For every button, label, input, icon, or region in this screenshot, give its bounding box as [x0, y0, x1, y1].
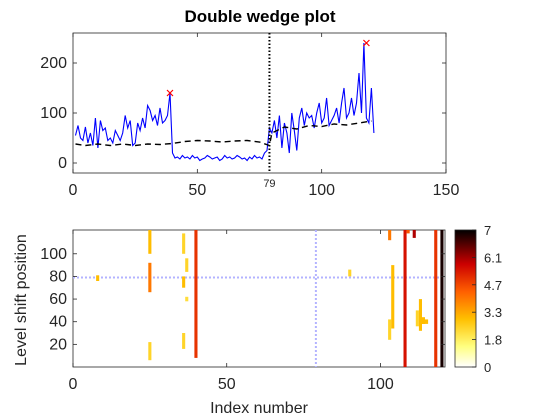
- colorbar-tick-label: 4.7: [484, 278, 502, 293]
- heatmap-cell: [182, 333, 186, 349]
- peak-marker-1: [363, 39, 370, 47]
- bottom-ytick-label: 20: [49, 336, 67, 353]
- top-ytick-label: 100: [40, 105, 67, 122]
- heatmap-cell: [440, 230, 444, 367]
- colorbar: 7 6.1 4.7 3.3 1.8 0: [454, 223, 502, 375]
- top-plot-area: [72, 32, 447, 174]
- heatmap-cell: [148, 230, 152, 254]
- heatmap-cell: [148, 262, 152, 293]
- top-ytick-label: 0: [58, 155, 67, 172]
- heatmap-cell: [388, 319, 392, 340]
- top-line-plot: Double wedge plot 0 50 100 150 0 100 200 79: [40, 7, 459, 199]
- heatmap-cell: [434, 230, 438, 367]
- colorbar-tick-label: 1.8: [484, 333, 502, 348]
- bottom-ytick-label: 80: [49, 268, 67, 285]
- colorbar-tick-label: 0: [484, 360, 491, 375]
- bottom-heatmap: 0 50 100 20 40 60 80 100 Index number Level shi…: [13, 229, 446, 417]
- heatmap-cell: [185, 296, 189, 302]
- heatmap-cell: [182, 233, 186, 254]
- top-xtick-label: 100: [308, 182, 335, 199]
- heatmap-cell: [391, 265, 395, 329]
- x-axis-label: Index number: [210, 400, 309, 417]
- heatmap-cell: [348, 269, 352, 277]
- heatmap-cell: [148, 342, 152, 361]
- top-axes: 0 50 100 150 0 100 200 79: [40, 33, 459, 199]
- top-chart-title: Double wedge plot: [184, 7, 335, 26]
- colorbar-gradient: [454, 229, 477, 368]
- heatmap-cell: [425, 319, 429, 324]
- colorbar-ticks: 7 6.1 4.7 3.3 1.8 0: [472, 223, 502, 375]
- bottom-ytick-label: 40: [49, 314, 67, 331]
- y-axis-label: Level shift position: [13, 234, 30, 366]
- heatmap-cell: [421, 317, 425, 324]
- series-line-0: [74, 42, 375, 162]
- heatmap-cell: [418, 299, 422, 331]
- heatmap-cell: [182, 276, 186, 288]
- heatmap-cell: [194, 230, 198, 358]
- heatmap-cell: [185, 258, 189, 272]
- top-ytick-label: 200: [40, 55, 67, 72]
- heatmap-cell: [403, 230, 407, 367]
- bottom-axes: 0 50 100 20 40 60 80 100: [40, 230, 445, 393]
- bottom-xtick-label: 50: [218, 376, 236, 393]
- change-point-label: 79: [263, 178, 275, 190]
- heatmap-cell: [96, 275, 100, 281]
- bottom-xtick-label: 0: [69, 376, 78, 393]
- peak-marker-0: [166, 89, 174, 97]
- bottom-xtick-label: 100: [367, 376, 394, 393]
- heatmap-cell: [388, 230, 392, 241]
- heatmap-cell: [415, 310, 419, 327]
- top-xtick-label: 150: [433, 182, 460, 199]
- series-line-1: [75, 120, 372, 147]
- heatmap-cell: [412, 230, 416, 238]
- heatmap-cell: [406, 230, 410, 234]
- colorbar-tick-label: 7: [484, 223, 491, 238]
- bottom-ytick-label: 100: [40, 246, 67, 263]
- bottom-plot-area: [72, 229, 446, 368]
- top-xtick-label: 50: [188, 182, 206, 199]
- bottom-ytick-label: 60: [49, 291, 67, 308]
- colorbar-tick-label: 3.3: [484, 305, 502, 320]
- heatmap-content: [73, 230, 445, 367]
- top-xtick-label: 0: [69, 182, 78, 199]
- colorbar-tick-label: 6.1: [484, 250, 502, 265]
- top-plot-content: [74, 33, 375, 173]
